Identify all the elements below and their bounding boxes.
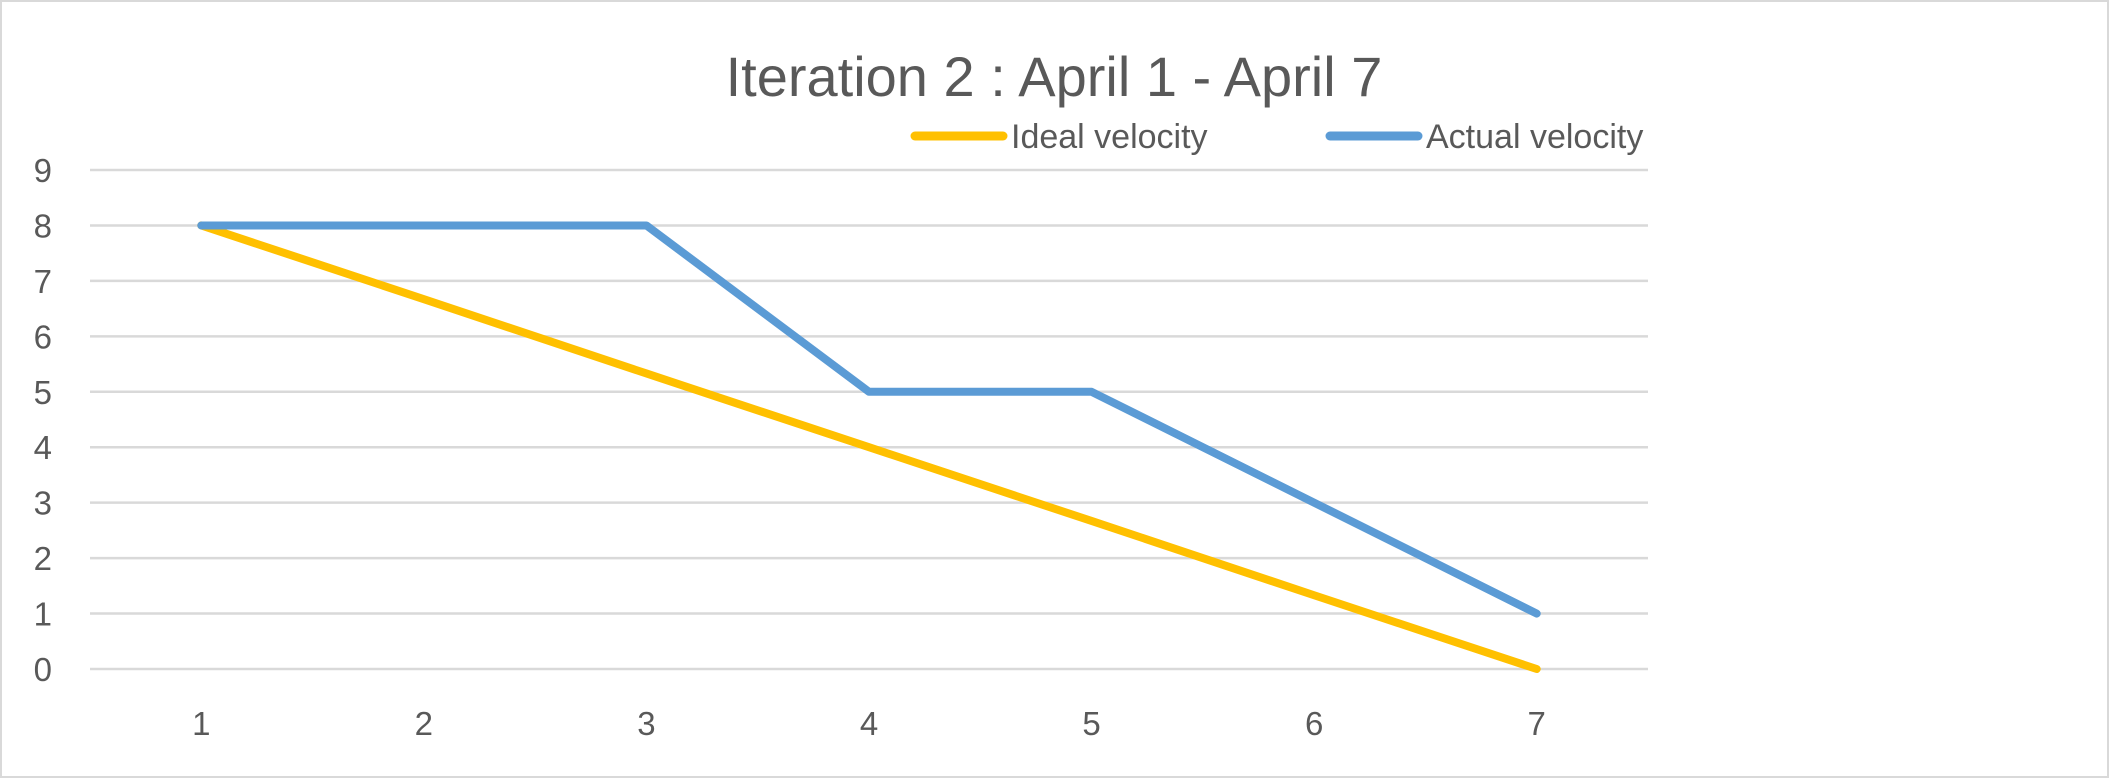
y-tick-label: 7 (34, 263, 52, 300)
x-tick-label: 4 (860, 705, 878, 742)
x-tick-label: 2 (415, 705, 433, 742)
y-tick-label: 6 (34, 318, 52, 355)
x-tick-label: 1 (192, 705, 210, 742)
legend-label: Actual velocity (1426, 118, 1643, 156)
legend-label: Ideal velocity (1011, 118, 1208, 156)
x-tick-label: 5 (1082, 705, 1100, 742)
x-tick-label: 3 (637, 705, 655, 742)
y-tick-label: 1 (34, 596, 52, 633)
y-tick-label: 8 (34, 207, 52, 244)
x-tick-label: 6 (1305, 705, 1323, 742)
series-line-ideal-velocity (197, 221, 1541, 673)
y-tick-label: 3 (34, 485, 52, 522)
y-tick-label: 2 (34, 540, 52, 577)
x-axis-ticks: 1 2 3 4 5 6 7 (192, 705, 1546, 742)
y-tick-label: 5 (34, 374, 52, 411)
y-axis-ticks: 0 1 2 3 4 5 6 7 8 9 (34, 152, 52, 688)
y-tick-label: 4 (34, 429, 52, 466)
gridlines (90, 168, 1648, 671)
chart-title: Iteration 2 : April 1 - April 7 (726, 45, 1383, 108)
x-tick-label: 7 (1528, 705, 1546, 742)
series-lines (197, 221, 1541, 673)
y-tick-label: 9 (34, 152, 52, 189)
y-tick-label: 0 (34, 651, 52, 688)
legend: Ideal velocity Actual velocity (910, 118, 1643, 156)
series-line-actual-velocity (197, 221, 1541, 618)
